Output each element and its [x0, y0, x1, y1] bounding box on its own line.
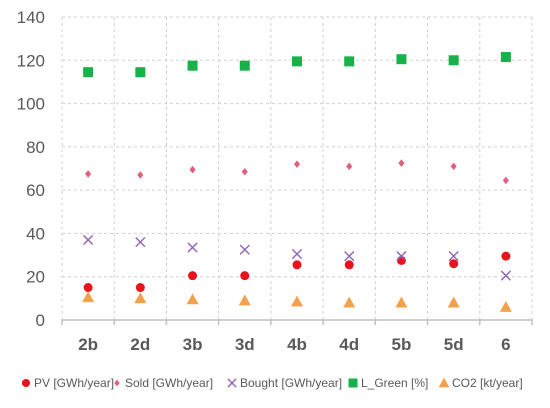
data-point-diamond: [502, 176, 509, 185]
data-point-x: [396, 251, 407, 262]
data-point-diamond: [189, 165, 196, 174]
y-tick-label: 40: [26, 224, 45, 243]
data-point-diamond: [398, 159, 405, 167]
data-point-triangle: [499, 301, 512, 312]
x-tick-label: 5d: [444, 335, 464, 354]
data-point-square: [187, 60, 198, 71]
data-point-triangle: [82, 291, 95, 303]
legend-marker-triangle: [438, 377, 450, 388]
data-point-x: [187, 242, 198, 253]
x-tick-label: 6: [501, 335, 510, 354]
data-point-square: [344, 56, 355, 67]
x-tick-label: 4b: [287, 335, 307, 354]
legend-label: CO2 [kt/year]: [452, 376, 523, 390]
y-tick-label: 80: [26, 138, 45, 157]
data-point-triangle: [238, 294, 251, 306]
data-point-circle: [83, 283, 93, 293]
data-point-diamond: [241, 167, 248, 176]
y-tick-label: 140: [17, 8, 45, 27]
data-point-triangle: [186, 293, 199, 305]
data-marks: [82, 52, 512, 312]
axes: 0 20 40 60 80 100 120 140 2b 2d 3b 3d 4b 4d 5b 5d 6: [17, 8, 533, 354]
data-point-circle: [449, 259, 459, 269]
y-tick-label: 20: [26, 268, 45, 287]
data-point-x: [291, 248, 303, 260]
data-point-diamond: [293, 160, 301, 168]
data-point-x: [135, 236, 146, 248]
legend-marker-x: [227, 378, 237, 388]
data-point-square: [500, 52, 511, 63]
data-point-square: [239, 60, 250, 71]
data-point-triangle: [134, 292, 147, 304]
data-point-circle: [188, 271, 198, 281]
data-point-triangle: [395, 296, 408, 308]
legend-marker-square: [348, 378, 358, 388]
legend: PV [GWh/year] Sold [GWh/year] Bought [GWh/…: [21, 376, 523, 390]
y-tick-label: 100: [17, 95, 45, 114]
data-point-circle: [240, 271, 250, 281]
legend-label: PV [GWh/year]: [34, 376, 114, 390]
data-point-circle: [292, 260, 302, 270]
x-tick-label: 4d: [339, 335, 359, 354]
data-point-triangle: [291, 295, 303, 307]
legend-marker-diamond: [114, 379, 120, 387]
data-point-square: [135, 67, 146, 78]
data-point-x: [448, 251, 459, 262]
data-point-square: [292, 56, 302, 67]
y-tick-label: 120: [17, 51, 45, 70]
data-point-triangle: [343, 296, 356, 308]
legend-label: Sold [GWh/year]: [125, 376, 213, 390]
data-point-triangle: [447, 296, 460, 308]
x-tick-label: 5b: [392, 335, 412, 354]
data-point-diamond: [450, 162, 457, 171]
x-tick-label: 2b: [78, 335, 98, 354]
data-point-square: [448, 55, 459, 66]
data-point-diamond: [346, 162, 353, 171]
y-tick-label: 60: [26, 181, 45, 200]
data-point-x: [500, 270, 511, 281]
data-point-circle: [501, 251, 511, 261]
data-point-diamond: [137, 171, 144, 179]
data-point-circle: [135, 283, 145, 293]
x-tick-label: 2d: [130, 335, 150, 354]
data-point-circle: [396, 255, 406, 265]
data-point-circle: [344, 260, 354, 270]
legend-label: L_Green [%]: [361, 376, 428, 390]
data-point-diamond: [85, 170, 92, 178]
data-point-x: [239, 244, 250, 255]
data-point-x: [344, 251, 355, 262]
x-tick-label: 3b: [183, 335, 203, 354]
x-tick-label: 3d: [235, 335, 255, 354]
legend-label: Bought [GWh/year]: [240, 376, 342, 390]
data-point-square: [396, 54, 407, 65]
legend-marker-circle: [21, 378, 31, 388]
data-point-square: [83, 67, 94, 78]
data-point-x: [83, 234, 94, 246]
y-tick-label: 0: [36, 311, 45, 330]
